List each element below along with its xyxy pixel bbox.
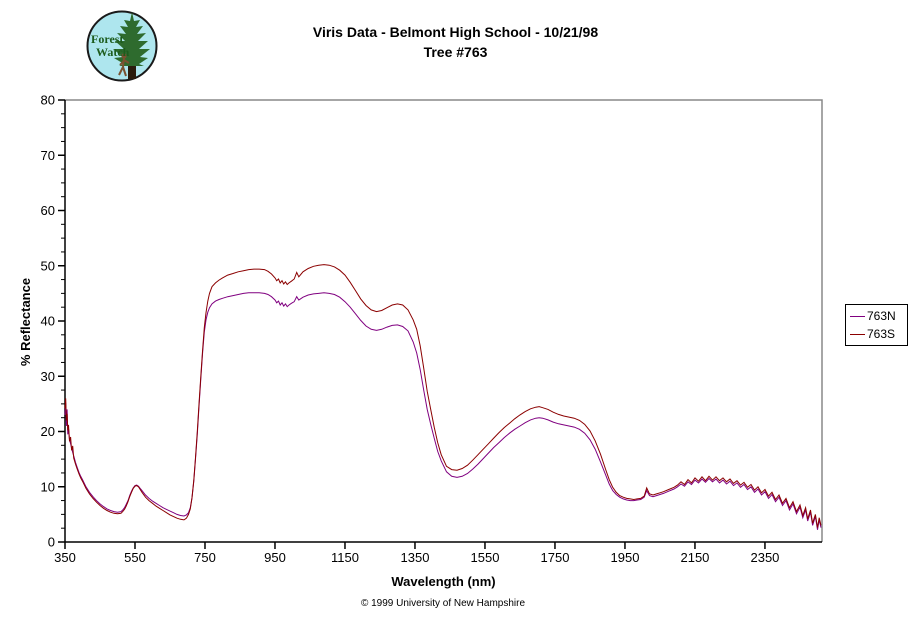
series-line-763s [64,264,822,528]
x-tick-label: 950 [264,550,286,565]
x-tick-label: 1150 [331,550,359,565]
x-tick-label: 1550 [471,550,500,565]
legend-entry-763s: 763S [850,327,905,341]
y-tick-label: 80 [41,93,55,108]
y-tick-label: 40 [41,314,55,329]
legend-line-swatch-763s [850,333,865,335]
y-tick-label: 0 [48,535,55,550]
pine-tree-icon [113,12,150,79]
x-tick-label: 1950 [611,550,640,565]
x-tick-label: 1750 [541,550,570,565]
logo-text-forest: Forest [91,32,123,46]
y-tick-label: 20 [41,424,55,439]
y-tick-label: 30 [41,369,55,384]
climber-icon [118,53,130,77]
y-axis-title: % Reflectance [18,277,33,367]
x-axis-title: Wavelength (nm) [391,574,496,589]
y-tick-label: 60 [41,203,55,218]
chart-title-block: Viris Data - Belmont High School - 10/21… [0,22,911,62]
chart-subtitle: Tree #763 [423,44,488,60]
y-tick-label: 70 [41,148,55,163]
chart-title: Viris Data - Belmont High School - 10/21… [312,24,599,40]
x-tick-label: 550 [124,550,146,565]
x-tick-label: 2350 [750,550,779,565]
y-tick-label: 10 [41,479,55,494]
legend-entry-763n: 763N [850,309,905,323]
legend-line-swatch-763n [850,315,865,317]
series-line-763n [64,292,822,530]
x-tick-label: 2150 [680,550,709,565]
logo-text-watch: Watch [96,45,130,59]
x-tick-label: 350 [54,550,76,565]
plot-border [65,99,823,542]
legend-box: 763N 763S [845,304,908,346]
y-tick-label: 50 [41,258,55,273]
legend-label-763n: 763N [867,309,896,323]
legend-label-763s: 763S [867,327,896,341]
forest-watch-logo: Forest Watch [86,10,158,82]
x-tick-label: 750 [194,550,216,565]
x-tick-label: 1350 [401,550,430,565]
copyright-text: © 1999 University of New Hampshire [360,598,526,609]
